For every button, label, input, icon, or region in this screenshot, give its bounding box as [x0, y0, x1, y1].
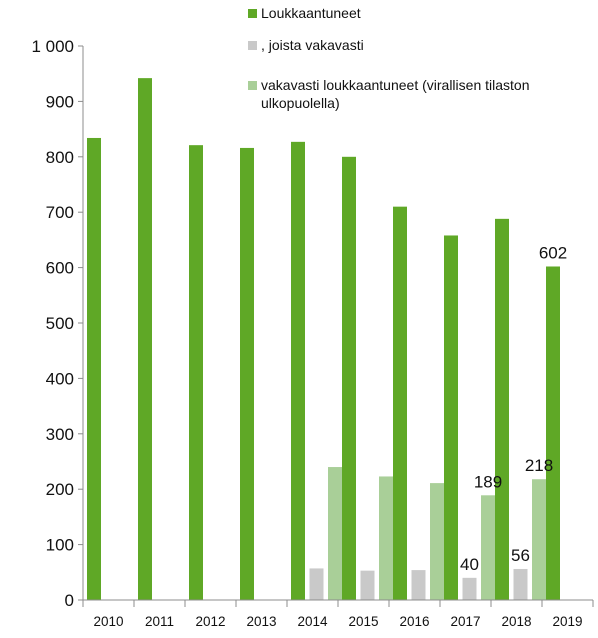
- y-tick-label: 100: [46, 536, 74, 555]
- y-tick-label: 400: [46, 369, 74, 388]
- y-tick-label: 700: [46, 203, 74, 222]
- legend-swatch: [248, 41, 257, 50]
- bar-joista-vakavasti: [513, 568, 528, 600]
- bar-joista-vakavasti: [462, 577, 477, 600]
- bar-vakavasti-ulkopuolella: [481, 495, 495, 600]
- bar-joista-vakavasti: [360, 570, 375, 600]
- data-labels: 602 40 56 189 218: [460, 243, 567, 573]
- legend-label: vakavasti loukkaantuneet (virallisen til…: [261, 77, 529, 93]
- legend: Loukkaantuneet , joista vakavasti vakavast…: [248, 5, 529, 111]
- legend-label: Loukkaantuneet: [261, 5, 361, 21]
- x-tick-label: 2011: [145, 614, 174, 629]
- legend-swatch: [248, 81, 257, 90]
- data-label: 189: [474, 472, 502, 491]
- x-tick-label: 2019: [552, 614, 582, 629]
- data-label: 56: [511, 546, 530, 565]
- x-tick-label: 2010: [93, 614, 123, 629]
- bar-loukkaantuneet: [342, 156, 356, 601]
- y-tick-label: 800: [46, 148, 74, 167]
- bar-vakavasti-ulkopuolella: [430, 483, 444, 600]
- bar-joista-vakavasti: [309, 568, 324, 600]
- bars: [87, 78, 560, 601]
- x-tick-label: 2012: [195, 614, 225, 629]
- x-tick-label: 2017: [450, 614, 480, 629]
- y-axis: 0 100 200 300 400 500 600 700 800 900 1 000: [31, 37, 84, 610]
- legend-swatch: [248, 9, 257, 18]
- x-axis: 2010 2011 2012 2013 2014 2015 2016 2017 2018 2019: [82, 599, 594, 629]
- bar-loukkaantuneet: [393, 206, 407, 600]
- bar-loukkaantuneet: [546, 266, 560, 600]
- bar-loukkaantuneet: [87, 137, 101, 601]
- legend-label: ulkopuolella): [261, 95, 340, 111]
- bar-loukkaantuneet: [291, 141, 305, 601]
- data-label: 40: [460, 555, 479, 574]
- x-tick-label: 2018: [501, 614, 531, 629]
- y-tick-label: 0: [65, 591, 74, 610]
- y-tick-label: 600: [46, 259, 74, 278]
- y-tick-label: 500: [46, 314, 74, 333]
- bar-loukkaantuneet: [495, 218, 509, 600]
- bar-vakavasti-ulkopuolella: [532, 479, 546, 600]
- legend-label: , joista vakavasti: [261, 37, 364, 53]
- x-tick-label: 2014: [297, 614, 328, 629]
- data-label: 218: [525, 456, 553, 475]
- bar-vakavasti-ulkopuolella: [379, 476, 393, 600]
- x-tick-label: 2015: [348, 614, 378, 629]
- y-tick-label: 300: [46, 425, 74, 444]
- bar-loukkaantuneet: [189, 145, 203, 600]
- y-tick-label: 200: [46, 480, 74, 499]
- x-tick-label: 2013: [246, 614, 276, 629]
- bar-joista-vakavasti: [411, 570, 426, 600]
- bar-loukkaantuneet: [444, 235, 458, 600]
- y-tick-label: 900: [46, 92, 74, 111]
- data-label: 602: [539, 243, 567, 262]
- x-tick-label: 2016: [399, 614, 429, 629]
- bar-loukkaantuneet: [240, 147, 254, 600]
- y-tick-label: 1 000: [31, 37, 74, 56]
- bar-loukkaantuneet: [138, 78, 152, 600]
- bar-vakavasti-ulkopuolella: [328, 467, 342, 600]
